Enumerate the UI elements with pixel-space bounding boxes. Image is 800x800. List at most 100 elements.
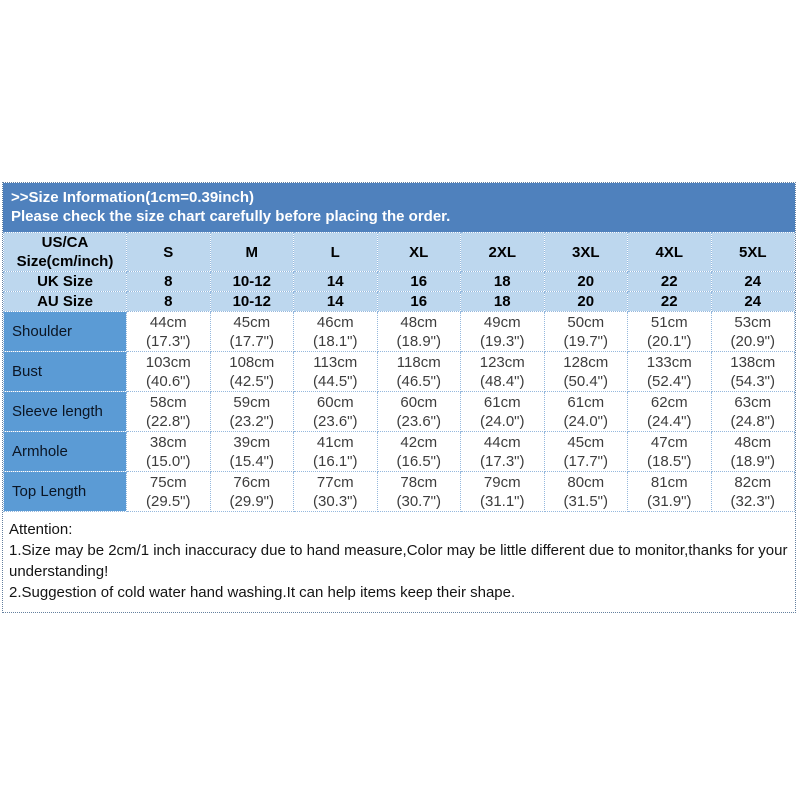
value-cm: 76cm xyxy=(233,473,271,491)
measurement-value-cell: 77cm (30.3") xyxy=(293,471,378,512)
attention-section: Attention: 1.Size may be 2cm/1 inch inac… xyxy=(3,512,795,612)
measurement-row: Bust 103cm (40.6") 108cm (42.5") 113cm (44.5")… xyxy=(3,351,795,392)
value-cm: 113cm xyxy=(313,353,358,371)
region-size-value: 24 xyxy=(710,291,795,312)
measurement-row: Top Length 75cm (29.5") 76cm (29.9") 77cm (30.… xyxy=(3,471,795,512)
measurement-value-cell: 50cm (19.7") xyxy=(543,311,628,352)
size-col-header: S xyxy=(126,232,211,272)
value-cm: 41cm xyxy=(316,433,354,451)
measurement-value-cell: 128cm (50.4") xyxy=(543,351,628,392)
measurement-value-cell: 133cm (52.4") xyxy=(627,351,712,392)
value-inch: (46.5") xyxy=(396,372,441,390)
value-inch: (42.5") xyxy=(229,372,274,390)
value-cm: 78cm xyxy=(400,473,438,491)
region-size-value: 14 xyxy=(293,291,378,312)
value-inch: (23.6") xyxy=(312,412,358,430)
region-size-value: 16 xyxy=(376,291,461,312)
value-inch: (50.4") xyxy=(563,372,608,390)
measurement-value-cell: 61cm (24.0") xyxy=(543,391,628,432)
measurement-row: Shoulder 44cm (17.3") 45cm (17.7") 46cm (18.1"… xyxy=(3,311,795,352)
value-cm: 82cm xyxy=(734,473,772,491)
measurement-value-cell: 75cm (29.5") xyxy=(126,471,211,512)
value-inch: (31.1") xyxy=(479,492,525,510)
value-inch: (23.6") xyxy=(396,412,441,430)
measurement-value-cell: 78cm (30.7") xyxy=(376,471,461,512)
measurement-value-cell: 49cm (19.3") xyxy=(460,311,545,352)
value-inch: (20.9") xyxy=(730,332,775,350)
value-cm: 48cm xyxy=(734,433,772,451)
value-inch: (29.9") xyxy=(229,492,274,510)
value-inch: (16.5") xyxy=(396,452,441,470)
value-inch: (19.3") xyxy=(479,332,525,350)
size-col-header: L xyxy=(293,232,378,272)
measurement-value-cell: 59cm (23.2") xyxy=(209,391,294,432)
measurement-label: Shoulder xyxy=(3,311,127,352)
value-cm: 51cm xyxy=(650,313,688,331)
value-inch: (23.2") xyxy=(229,412,274,430)
measurement-value-cell: 41cm (16.1") xyxy=(293,431,378,472)
value-cm: 79cm xyxy=(483,473,521,491)
measurement-value-cell: 48cm (18.9") xyxy=(710,431,795,472)
banner-title: >>Size Information(1cm=0.39inch) xyxy=(11,189,254,206)
measurement-label: Bust xyxy=(3,351,127,392)
value-cm: 133cm xyxy=(646,353,692,371)
measurement-label: Armhole xyxy=(3,431,127,472)
value-cm: 38cm xyxy=(149,433,187,451)
value-inch: (24.8") xyxy=(730,412,775,430)
region-size-value: 20 xyxy=(543,271,628,292)
value-cm: 61cm xyxy=(483,393,521,411)
measurement-value-cell: 60cm (23.6") xyxy=(376,391,461,432)
measurement-value-cell: 118cm (46.5") xyxy=(376,351,461,392)
value-inch: (52.4") xyxy=(646,372,692,390)
region-size-value: 8 xyxy=(126,291,211,312)
value-cm: 80cm xyxy=(567,473,605,491)
measurement-value-cell: 62cm (24.4") xyxy=(627,391,712,432)
value-cm: 47cm xyxy=(650,433,688,451)
attention-note-1: 1.Size may be 2cm/1 inch inaccuracy due … xyxy=(9,542,788,580)
value-cm: 60cm xyxy=(400,393,438,411)
region-size-value: 22 xyxy=(627,291,712,312)
value-cm: 63cm xyxy=(734,393,772,411)
value-inch: (16.1") xyxy=(312,452,358,470)
measurement-value-cell: 138cm (54.3") xyxy=(710,351,795,392)
measurement-value-cell: 61cm (24.0") xyxy=(460,391,545,432)
value-cm: 75cm xyxy=(149,473,187,491)
corner-header-line2: Size(cm/inch) xyxy=(16,253,114,270)
value-cm: 44cm xyxy=(483,433,521,451)
measurement-value-cell: 103cm (40.6") xyxy=(126,351,211,392)
region-size-value: 20 xyxy=(543,291,628,312)
size-info-banner: >>Size Information(1cm=0.39inch) Please … xyxy=(3,183,795,232)
region-size-value: 18 xyxy=(460,271,545,292)
value-inch: (18.9") xyxy=(730,452,775,470)
measurement-row: Armhole 38cm (15.0") 39cm (15.4") 41cm (16.1")… xyxy=(3,431,795,472)
size-col-header: M xyxy=(209,232,294,272)
measurement-value-cell: 76cm (29.9") xyxy=(209,471,294,512)
measurement-value-cell: 108cm (42.5") xyxy=(209,351,294,392)
value-cm: 108cm xyxy=(229,353,275,371)
value-inch: (54.3") xyxy=(730,372,775,390)
measurement-value-cell: 47cm (18.5") xyxy=(627,431,712,472)
value-inch: (29.5") xyxy=(145,492,191,510)
value-inch: (17.3") xyxy=(479,452,525,470)
value-inch: (18.9") xyxy=(396,332,441,350)
value-cm: 59cm xyxy=(233,393,271,411)
value-cm: 46cm xyxy=(316,313,354,331)
value-inch: (24.0") xyxy=(563,412,608,430)
size-header-row: US/CA Size(cm/inch) S M L XL 2XL 3XL 4XL 5XL xyxy=(3,232,795,272)
value-inch: (24.0") xyxy=(479,412,525,430)
region-size-value: 10-12 xyxy=(209,291,294,312)
measurement-value-cell: 46cm (18.1") xyxy=(293,311,378,352)
value-inch: (30.7") xyxy=(396,492,441,510)
measurement-value-cell: 82cm (32.3") xyxy=(710,471,795,512)
size-chart-sheet: >>Size Information(1cm=0.39inch) Please … xyxy=(2,182,796,613)
measurement-value-cell: 123cm (48.4") xyxy=(460,351,545,392)
measurement-value-cell: 38cm (15.0") xyxy=(126,431,211,472)
corner-header-cell: US/CA Size(cm/inch) xyxy=(3,232,127,272)
value-cm: 49cm xyxy=(483,313,521,331)
measurement-value-cell: 60cm (23.6") xyxy=(293,391,378,432)
measurement-value-cell: 51cm (20.1") xyxy=(627,311,712,352)
measurement-value-cell: 48cm (18.9") xyxy=(376,311,461,352)
value-inch: (24.4") xyxy=(646,412,692,430)
measurement-value-cell: 44cm (17.3") xyxy=(126,311,211,352)
measurement-value-cell: 39cm (15.4") xyxy=(209,431,294,472)
